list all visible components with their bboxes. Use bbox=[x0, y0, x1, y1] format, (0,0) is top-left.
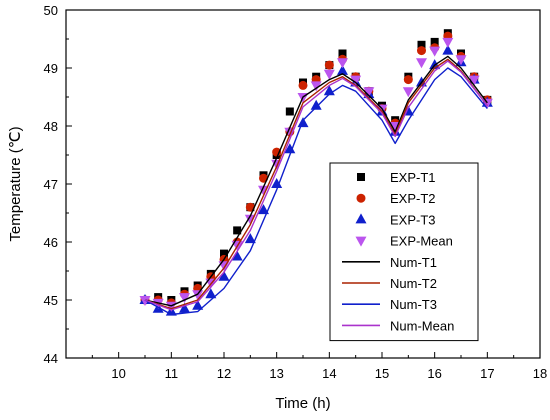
legend-label-num-t1: Num-T1 bbox=[390, 255, 437, 270]
y-tick-label: 46 bbox=[44, 235, 58, 250]
data-point-exp-t3 bbox=[310, 99, 322, 110]
data-point-exp-mean bbox=[139, 296, 151, 306]
data-point-exp-t3 bbox=[271, 178, 283, 188]
data-point-exp-mean bbox=[350, 75, 362, 86]
data-point-exp-mean bbox=[363, 87, 375, 98]
y-tick-label: 50 bbox=[44, 3, 58, 18]
series-layer bbox=[139, 29, 493, 316]
data-point-exp-t3 bbox=[218, 270, 230, 281]
x-tick-label: 16 bbox=[427, 366, 441, 381]
legend-label-num-mean: Num-Mean bbox=[390, 318, 454, 333]
x-tick-label: 18 bbox=[533, 366, 547, 381]
data-point-exp-t1 bbox=[233, 226, 242, 235]
ticks-layer: 10 11 12 13 14 15 16 17 18 44 45 46 47 48 49 50 bbox=[44, 3, 548, 381]
series-line-num-t2 bbox=[144, 58, 488, 310]
data-point-exp-t1 bbox=[338, 49, 347, 58]
data-point-exp-mean bbox=[323, 69, 335, 80]
legend-label-exp-t3: EXP-T3 bbox=[390, 212, 436, 227]
legend-label-exp-t2: EXP-T2 bbox=[390, 191, 436, 206]
x-tick-label: 14 bbox=[322, 366, 336, 381]
legend-swatch-exp-t1 bbox=[357, 173, 365, 181]
series-line-num-t1 bbox=[144, 55, 488, 307]
x-tick-label: 12 bbox=[217, 366, 231, 381]
data-point-exp-mean bbox=[402, 87, 414, 98]
legend-swatch-exp-t3 bbox=[355, 213, 367, 224]
data-point-exp-t3 bbox=[244, 233, 256, 244]
x-axis-title: Time (h) bbox=[275, 395, 330, 412]
legend-label-num-t2: Num-T2 bbox=[390, 276, 437, 291]
x-tick-label: 11 bbox=[165, 366, 179, 381]
data-point-exp-t2 bbox=[298, 80, 308, 90]
y-tick-label: 45 bbox=[44, 293, 58, 308]
series-num-t3 bbox=[144, 67, 488, 316]
data-point-exp-mean bbox=[429, 46, 441, 57]
data-point-exp-mean bbox=[468, 75, 480, 86]
y-tick-label: 49 bbox=[44, 61, 58, 76]
x-tick-label: 10 bbox=[111, 366, 125, 381]
x-tick-label: 17 bbox=[480, 366, 494, 381]
data-point-exp-t2 bbox=[324, 60, 334, 70]
data-point-exp-mean bbox=[192, 290, 204, 301]
y-tick-label: 48 bbox=[44, 119, 58, 134]
data-point-exp-t1 bbox=[430, 37, 439, 46]
legend-label-num-t3: Num-T3 bbox=[390, 297, 437, 312]
data-point-exp-t3 bbox=[192, 299, 204, 310]
data-point-exp-t2 bbox=[403, 75, 413, 85]
data-point-exp-mean bbox=[337, 58, 348, 69]
data-point-exp-mean bbox=[416, 58, 427, 69]
y-tick-label: 47 bbox=[44, 177, 58, 192]
legend-label-exp-t1: EXP-T1 bbox=[390, 170, 436, 185]
data-point-exp-t3 bbox=[179, 302, 190, 313]
data-point-exp-mean bbox=[442, 37, 454, 48]
series-num-t1 bbox=[144, 55, 488, 307]
data-point-exp-t3 bbox=[442, 44, 454, 55]
data-point-exp-t1 bbox=[417, 40, 426, 49]
data-point-exp-t2 bbox=[417, 46, 426, 56]
y-tick-label: 44 bbox=[44, 351, 58, 366]
data-point-exp-t3 bbox=[231, 250, 243, 261]
legend-label-exp-mean: EXP-Mean bbox=[390, 234, 453, 249]
legend-swatch-exp-t2 bbox=[356, 193, 366, 203]
series-line-num-t3 bbox=[144, 67, 488, 316]
y-axis-title: Temperature (℃) bbox=[7, 126, 24, 241]
data-point-exp-t3 bbox=[284, 143, 296, 154]
data-point-exp-t3 bbox=[337, 64, 348, 75]
legend: EXP-T1 EXP-T2 EXP-T3 EXP-Mean Num-T1 Num-T2 Nu… bbox=[329, 162, 479, 342]
data-point-exp-t3 bbox=[258, 204, 269, 215]
x-tick-label: 15 bbox=[375, 366, 389, 381]
data-point-exp-mean bbox=[284, 127, 296, 138]
series-num-t2 bbox=[144, 58, 488, 310]
data-point-exp-t3 bbox=[205, 288, 217, 299]
series-exp-mean bbox=[139, 37, 493, 312]
data-point-exp-mean bbox=[310, 81, 322, 92]
data-point-exp-mean bbox=[179, 293, 190, 304]
data-point-exp-mean bbox=[271, 159, 283, 170]
x-tick-label: 13 bbox=[269, 366, 283, 381]
data-point-exp-t1 bbox=[220, 249, 228, 258]
series-num-mean bbox=[144, 60, 488, 311]
legend-swatch-exp-mean bbox=[355, 236, 367, 247]
series-line-num-mean bbox=[144, 60, 488, 311]
data-point-exp-t1 bbox=[285, 107, 294, 116]
legend-box bbox=[329, 162, 479, 342]
data-point-exp-mean bbox=[455, 55, 467, 66]
